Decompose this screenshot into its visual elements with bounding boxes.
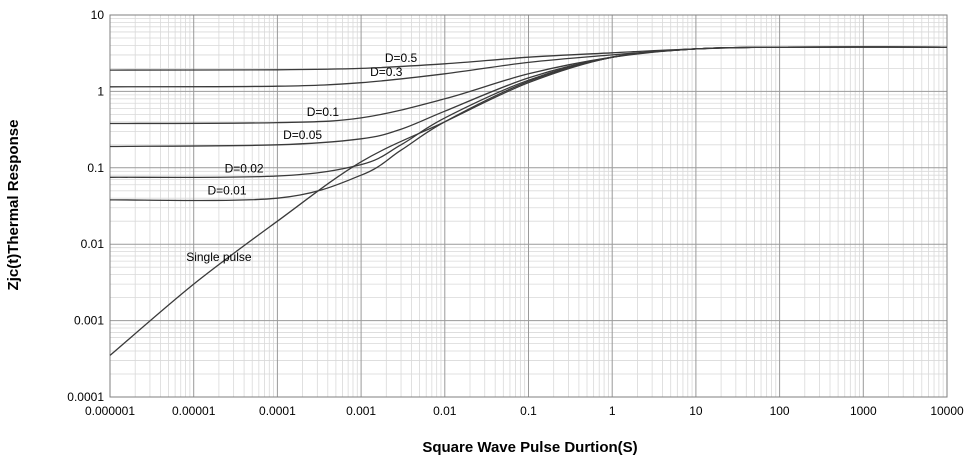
series-label: D=0.01: [207, 184, 246, 198]
x-axis-title: Square Wave Pulse Durtion(S): [422, 439, 637, 456]
series-labels: D=0.5D=0.3 D=0.1 D=0.05 D=0.02 D=0.01 Single …: [186, 51, 417, 264]
y-tick-label: 1: [97, 84, 104, 98]
x-tick-label: 10000: [930, 404, 964, 418]
x-tick-label: 0.01: [433, 404, 457, 418]
x-tick-label: 100: [770, 404, 790, 418]
series-label: D=0.5: [385, 51, 418, 65]
y-tick-label: 10: [91, 8, 105, 22]
series-label: D=0.02: [225, 161, 264, 175]
y-tick-label: 0.1: [87, 161, 104, 175]
x-tick-label: 0.001: [346, 404, 376, 418]
x-tick-label: 10: [689, 404, 703, 418]
x-tick-label: 0.00001: [172, 404, 216, 418]
series-line-single-pulse: [109, 46, 948, 356]
x-tick-label: 0.000001: [85, 404, 135, 418]
series-label: D=0.05: [283, 128, 322, 142]
plot-area-frame: [109, 14, 948, 398]
y-axis-tick-labels: 0.0001 0.001 0.01 0.1 1 10: [67, 8, 104, 404]
series-label: D=0.3: [370, 65, 403, 79]
series-label: Single pulse: [186, 250, 252, 264]
x-tick-label: 0.0001: [259, 404, 296, 418]
y-tick-label: 0.0001: [67, 390, 104, 404]
x-axis-tick-labels: 0.000001 0.00001 0.0001 0.001 0.01 0.1 1 10 100 1…: [85, 404, 964, 418]
y-tick-label: 0.01: [81, 237, 105, 251]
x-tick-label: 1000: [850, 404, 877, 418]
y-axis-title: Zjc(t)Thermal Response: [5, 120, 22, 291]
x-tick-label: 1: [609, 404, 616, 418]
y-tick-label: 0.001: [74, 314, 104, 328]
series-label: D=0.1: [307, 105, 340, 119]
x-tick-label: 0.1: [520, 404, 537, 418]
series-lines: [109, 46, 948, 356]
